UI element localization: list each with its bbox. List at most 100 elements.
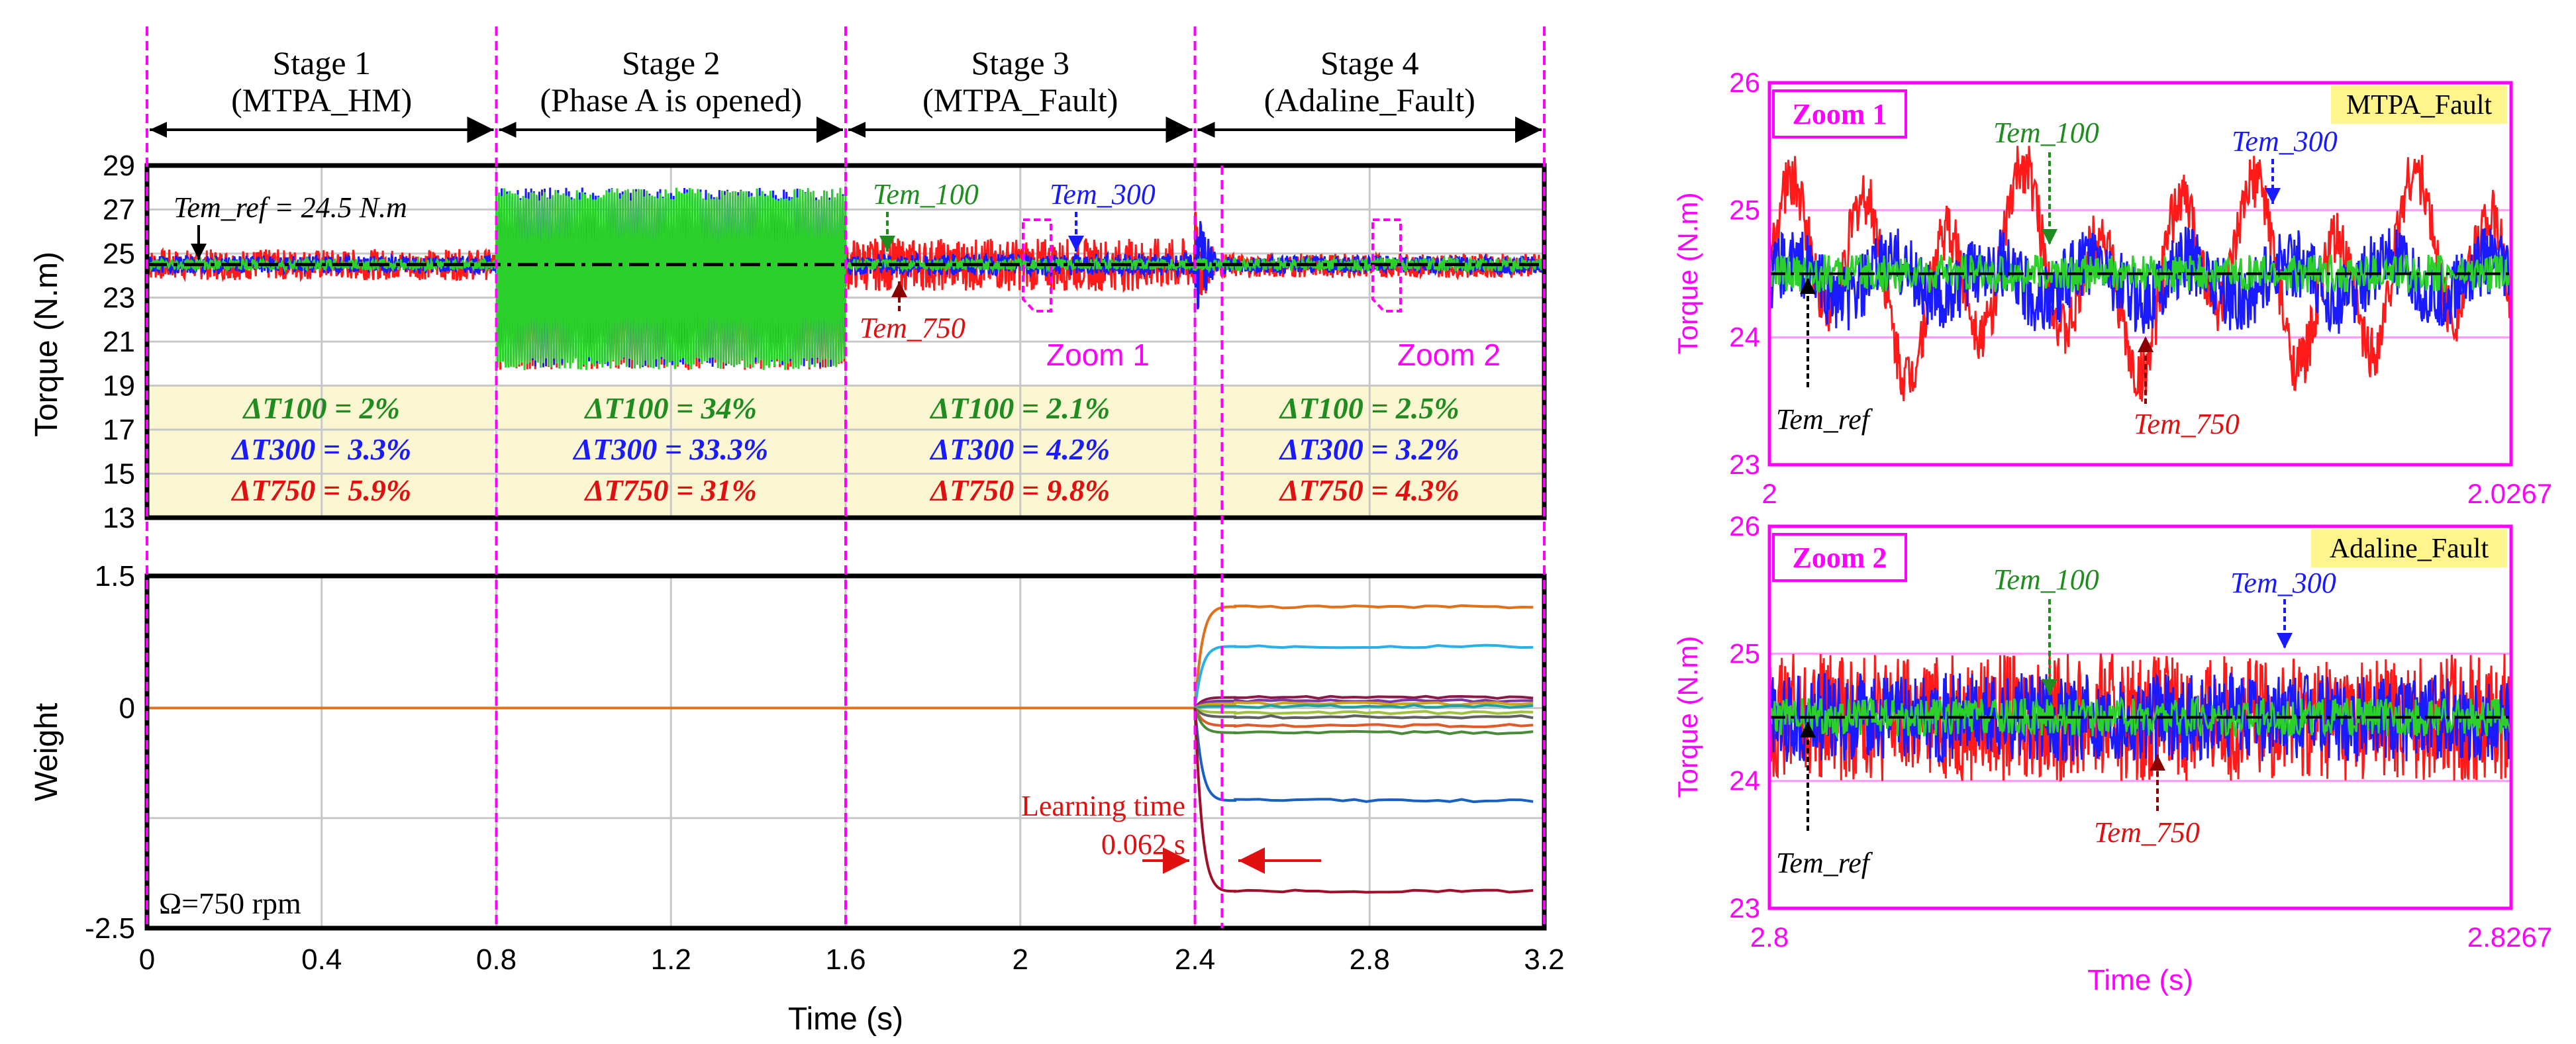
zoom2-y-tick-label: 24 [1729, 765, 1760, 796]
zoom2-plot: 23 24 25 26 2.8 2.8267 Time (s) Torque (N.m… [1672, 510, 2552, 996]
ripple-t100: ΔT100 = 2.5% [1279, 391, 1460, 425]
zoom1-title-box [1772, 89, 1907, 138]
zoom1-tem-100-label: Tem_100 [1993, 117, 2099, 149]
zoom2-y-label: Torque (N.m) [1672, 636, 1703, 798]
torque-traces [146, 187, 1546, 371]
learning-time-annotation: Learning time 0.062 s [1021, 790, 1321, 874]
zoom1-tag-box [2331, 85, 2507, 124]
weight-x-tick-label: 0.8 [476, 943, 517, 976]
zoom2-y-tick-label: 26 [1729, 510, 1760, 542]
weight-y-label: Weight [29, 703, 64, 802]
zoom2-y-ticks: 23 24 25 26 [1729, 510, 1760, 924]
torque-y-tick-label: 29 [103, 150, 135, 182]
torque-y-tick-label: 13 [103, 502, 135, 534]
ripple-t750: ΔT750 = 31% [584, 473, 757, 507]
tem-ref-value-label: Tem_ref = 24.5 N.m [173, 191, 407, 224]
zoom2-tem-100-label: Tem_100 [1993, 563, 2099, 596]
ripple-t300: ΔT300 = 3.3% [230, 432, 411, 466]
zoom2-x-label: Time (s) [2087, 964, 2193, 996]
zoom1-y-tick-label: 26 [1729, 67, 1760, 98]
zoom2-y-tick-label: 25 [1729, 638, 1760, 669]
zoom1-tem-300-label: Tem_300 [2232, 125, 2338, 158]
zoom2-traces [1768, 653, 2512, 783]
learning-time-label: Learning time [1021, 790, 1185, 822]
weight-y-tick-label: -2.5 [85, 912, 135, 945]
stage-headers: Stage 1(MTPA_HM) Stage 2(Phase A is opene… [150, 44, 1542, 143]
zoom2-tag-box [2311, 529, 2507, 567]
stage-span-arrowhead [848, 122, 866, 138]
torque-y-tick-label: 21 [103, 326, 135, 358]
ripple-t300: ΔT300 = 33.3% [572, 432, 768, 466]
zoom1-y-ticks: 23 24 25 26 [1729, 67, 1760, 480]
weight-trace [1193, 643, 1534, 708]
weight-x-tick-label: 2.8 [1350, 943, 1390, 976]
torque-y-tick-label: 25 [103, 238, 135, 270]
zoom1-plot: 23 24 25 26 2 2.0267 Torque (N.m) Zoom 1 MT… [1672, 67, 2552, 509]
stage-span-arrowhead [499, 122, 517, 138]
zoom2-title-box [1772, 533, 1907, 582]
weight-traces [147, 604, 1534, 894]
ripple-t100: ΔT100 = 34% [584, 391, 757, 425]
weight-trace [1194, 707, 1534, 720]
weight-trace [1193, 694, 1534, 709]
weight-x-tick-label: 0 [139, 943, 155, 976]
stage-subtitle: (Phase A is opened) [540, 81, 802, 119]
zoom2-trace-tem-100 [1768, 695, 2512, 740]
stage-box-1 [147, 385, 494, 518]
torque-y-tick-label: 19 [103, 370, 135, 403]
ripple-t100: ΔT100 = 2.1% [929, 391, 1110, 425]
zoom1-y-tick-label: 24 [1729, 322, 1760, 353]
zoom1-traces [1768, 146, 2512, 402]
stage-title: Stage 1 [272, 44, 371, 81]
weight-y-ticks: -2.5 0 1.5 [85, 560, 135, 945]
weight-trace [1193, 707, 1534, 728]
weight-x-tick-label: 2 [1013, 943, 1028, 976]
zoom1-tag: MTPA_Fault [2346, 90, 2493, 120]
weight-x-tick-label: 2.4 [1175, 943, 1215, 976]
zoom2-tem-ref-label: Tem_ref [1776, 847, 1873, 879]
weight-trace [1193, 708, 1534, 804]
weight-x-ticks: 0 0.4 0.8 1.2 1.6 2 2.4 2.8 3.2 [139, 943, 1565, 976]
weight-x-tick-label: 1.6 [825, 943, 866, 976]
torque-annotations: Tem_ref = 24.5 N.m Tem_100 Tem_300 Tem_7… [173, 178, 1501, 372]
ripple-annotations: ΔT100 = 2% ΔT300 = 3.3% ΔT750 = 5.9% ΔT100 … [230, 391, 1459, 507]
zoom1-trace-tem-750 [1768, 146, 2512, 402]
stage-subtitle: (MTPA_HM) [231, 81, 412, 119]
zoom2-tag: Adaline_Fault [2330, 534, 2489, 564]
torque-trace-t750 [146, 203, 1546, 370]
zoom1-y-tick-label: 25 [1729, 194, 1760, 225]
zoom2-tem-750-label: Tem_750 [2094, 816, 2200, 849]
zoom2-x-tick-start: 2.8 [1750, 922, 1789, 953]
zoom2-title: Zoom 2 [1793, 542, 1887, 574]
torque-y-tick-label: 17 [103, 414, 135, 446]
tem-100-label: Tem_100 [873, 178, 979, 211]
torque-y-ticks: 13 15 17 19 21 23 25 27 29 [103, 150, 135, 534]
zoom1-marker [1022, 218, 1052, 312]
torque-plot: 13 15 17 19 21 23 25 27 29 Torque (N.m) [29, 150, 1547, 534]
weight-trace [1194, 706, 1534, 716]
weight-x-tick-label: 0.4 [301, 943, 342, 976]
learning-time-value: 0.062 s [1101, 828, 1185, 861]
zoom2-frame [1767, 524, 2513, 910]
torque-y-tick-label: 23 [103, 282, 135, 314]
stage-separators [146, 26, 1546, 928]
weight-plot: -2.501.5 0 0.4 0.8 1.2 1.6 2 2.4 2.8 3.2 Weight … [29, 560, 1565, 1037]
zoom1-y-label: Torque (N.m) [1672, 192, 1703, 354]
weight-y-tick-label: 1.5 [95, 560, 135, 593]
weight-trace [1193, 604, 1534, 708]
stage-span-arrowhead [1197, 122, 1215, 138]
weight-axes-frame [144, 573, 1547, 931]
weight-x-tick-label: 3.2 [1524, 943, 1564, 976]
stage-subtitle: (MTPA_Fault) [922, 81, 1118, 119]
ripple-t300: ΔT300 = 3.2% [1279, 432, 1460, 466]
torque-y-tick-label: 27 [103, 194, 135, 226]
ripple-t750: ΔT750 = 5.9% [230, 473, 411, 507]
weight-trace [1194, 698, 1534, 710]
stage-span-arrowhead [150, 122, 167, 138]
weight-x-label: Time (s) [788, 1002, 903, 1037]
zoom2-trace-tem-750 [1768, 653, 2512, 783]
stage-title: Stage 2 [622, 44, 720, 81]
weight-trace [1193, 707, 1534, 736]
zoom2-grid [1769, 652, 2511, 783]
